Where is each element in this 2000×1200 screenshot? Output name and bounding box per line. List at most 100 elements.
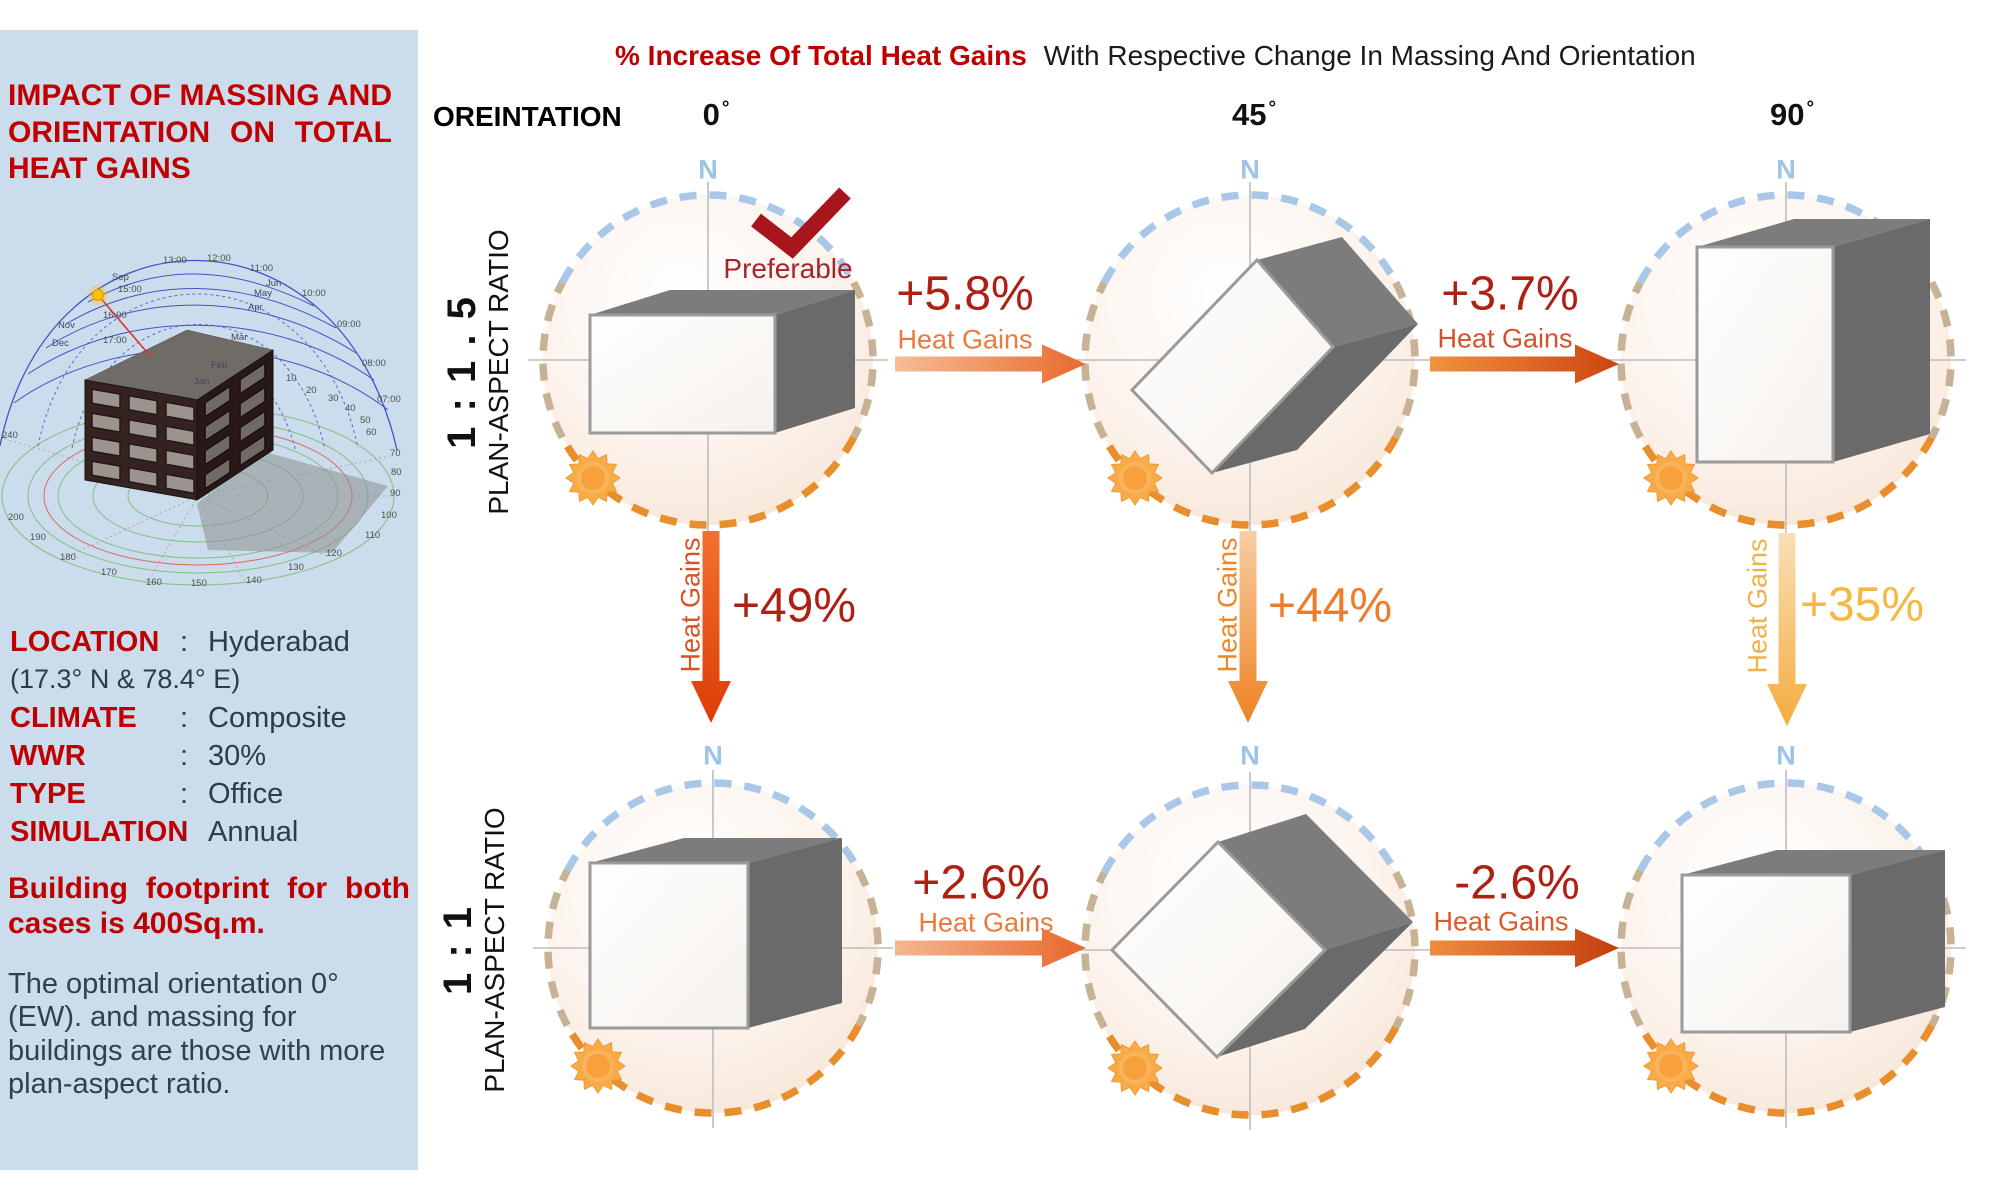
info-colon: : <box>180 740 189 772</box>
building-mass-r2c2 <box>1109 814 1413 1060</box>
info-value: Annual <box>208 816 299 848</box>
aspect-ratio-value: 1 : 1 <box>435 904 480 996</box>
building-side-face <box>775 290 855 433</box>
window <box>128 442 158 464</box>
pct-r2-45-to-90: -2.6% <box>1454 856 1580 910</box>
compass-arc-north <box>1100 781 1400 875</box>
info-colon: : <box>180 778 189 810</box>
window <box>128 418 158 440</box>
compass-cell-r1c2 <box>1070 182 1430 540</box>
heat-gains-label-vertical: Heat Gains <box>675 537 706 673</box>
sunpath-month-label: Jan <box>194 376 209 387</box>
sunpath-time-label: 12:00 <box>207 253 231 264</box>
sunpath-time-label: 16:00 <box>103 310 127 321</box>
sidebar-title: IMPACT OF MASSING AND ORIENTATION ON TOT… <box>8 79 392 186</box>
heat-gains-label: Heat Gains <box>1433 906 1569 937</box>
sunpath-azimuth-label: 30 <box>328 393 339 404</box>
sun-icon <box>565 450 621 506</box>
building-roof-face <box>1697 219 1930 247</box>
north-label: N <box>1240 154 1260 185</box>
preferable-checkmark-icon <box>751 187 851 259</box>
heat-gains-label: Heat Gains <box>1437 323 1573 354</box>
building-front-face <box>588 313 777 435</box>
heat-gains-label: Heat Gains <box>897 324 1033 355</box>
sunpath-azimuth-label: 10 <box>286 373 297 384</box>
compass-cell-r1c1 <box>528 182 888 540</box>
window <box>91 388 121 410</box>
sunpath-diagram: 13:00 12:00 11:00 10:00 09:00 08:00 07:00 15:00… <box>0 253 402 589</box>
degree-symbol: ° <box>1806 97 1815 119</box>
compass-arc-north <box>1100 191 1400 285</box>
info-value: Composite <box>208 702 347 734</box>
sunpath-building <box>84 329 274 501</box>
sunpath-month-label: Mar <box>231 332 247 343</box>
sidebar: IMPACT OF MASSING AND ORIENTATION ON TOT… <box>0 30 418 1170</box>
info-colon: : <box>180 816 189 848</box>
sunpath-month-label: Jun <box>266 278 281 289</box>
compass-cell-r2c3 <box>1606 770 1966 1128</box>
building-mass-r1c2 <box>1129 237 1418 476</box>
sunpath-month-label: Dec <box>52 338 69 349</box>
pct-col0-ratio: +49% <box>731 579 857 633</box>
sunpath-azimuth-label: 40 <box>345 403 356 414</box>
info-label: WWR <box>10 740 86 772</box>
window <box>91 412 121 434</box>
sunpath-azimuth-label: 150 <box>191 578 207 589</box>
sunpath-azimuth-label: 170 <box>101 567 117 578</box>
window <box>204 433 231 466</box>
building-front-face <box>1109 839 1328 1060</box>
info-label: SIMULATION <box>10 816 189 848</box>
building-side-face <box>1850 850 1945 1032</box>
info-row-climate: CLIMATE : Composite <box>10 702 412 740</box>
building-side-face <box>1833 219 1930 462</box>
building-roof-face <box>1218 814 1413 950</box>
sun-icon <box>1643 1038 1699 1094</box>
building-front-face <box>588 861 750 1030</box>
window <box>204 457 231 490</box>
row-label-1-1: 1 : 1 PLAN-ASPECT RATIO <box>435 807 511 1092</box>
main-title-highlight: % Increase Of Total Heat Gains <box>615 40 1027 71</box>
north-label: N <box>1240 740 1260 771</box>
info-value: Office <box>208 778 284 810</box>
compass-arc-north <box>563 779 863 873</box>
info-label: CLIMATE <box>10 702 137 734</box>
info-value: 30% <box>208 740 267 772</box>
info-row-type: TYPE : Office <box>10 778 412 816</box>
sunpath-azimuth-label: 20 <box>306 385 317 396</box>
pct-r1-45-to-90: +3.7% <box>1441 267 1579 321</box>
north-label: N <box>1776 154 1796 185</box>
sunpath-azimuth-label: 110 <box>365 530 380 541</box>
window <box>165 401 195 423</box>
sunpath-time-label: 17:00 <box>103 335 127 346</box>
north-label: N <box>703 740 723 771</box>
month-arc <box>65 288 337 329</box>
degree-symbol: ° <box>721 97 730 119</box>
building-roof-face <box>590 838 842 863</box>
column-header-45deg: 45 ° <box>1232 97 1276 133</box>
sunpath-time-label: 15:00 <box>118 284 142 295</box>
optimal-orientation-note: The optimal orientation 0°(EW). and mass… <box>8 968 386 1101</box>
compass-cell-r1c3 <box>1606 182 1966 540</box>
building-side-face <box>748 838 842 1028</box>
info-label: TYPE <box>10 778 86 810</box>
compass-cell-r2c2 <box>1070 772 1430 1130</box>
building-side-face <box>1212 324 1418 473</box>
pct-r2-0-to-45: +2.6% <box>912 856 1050 910</box>
building-roof-face <box>1682 850 1945 875</box>
building-front-face <box>1680 873 1852 1034</box>
sunpath-month-label: Feb <box>211 360 227 371</box>
sunpath-azimuth-label: 90 <box>390 488 401 499</box>
compass-arc-north <box>558 191 858 285</box>
sunpath-month-label: Sep <box>112 272 129 283</box>
window <box>239 386 266 419</box>
north-label: N <box>1776 740 1796 771</box>
sunpath-time-label: 08:00 <box>362 358 386 369</box>
azimuth-ray <box>1 437 199 497</box>
building-roof-face <box>1257 237 1418 347</box>
sunpath-azimuth-label: 70 <box>390 448 401 459</box>
sun-icon <box>1107 450 1163 506</box>
window <box>165 449 195 471</box>
heat-gain-arrow-r1-0-to-45 <box>895 344 1086 384</box>
sunpath-azimuth-label: 100 <box>381 510 397 521</box>
sun-icon <box>1107 1040 1163 1096</box>
